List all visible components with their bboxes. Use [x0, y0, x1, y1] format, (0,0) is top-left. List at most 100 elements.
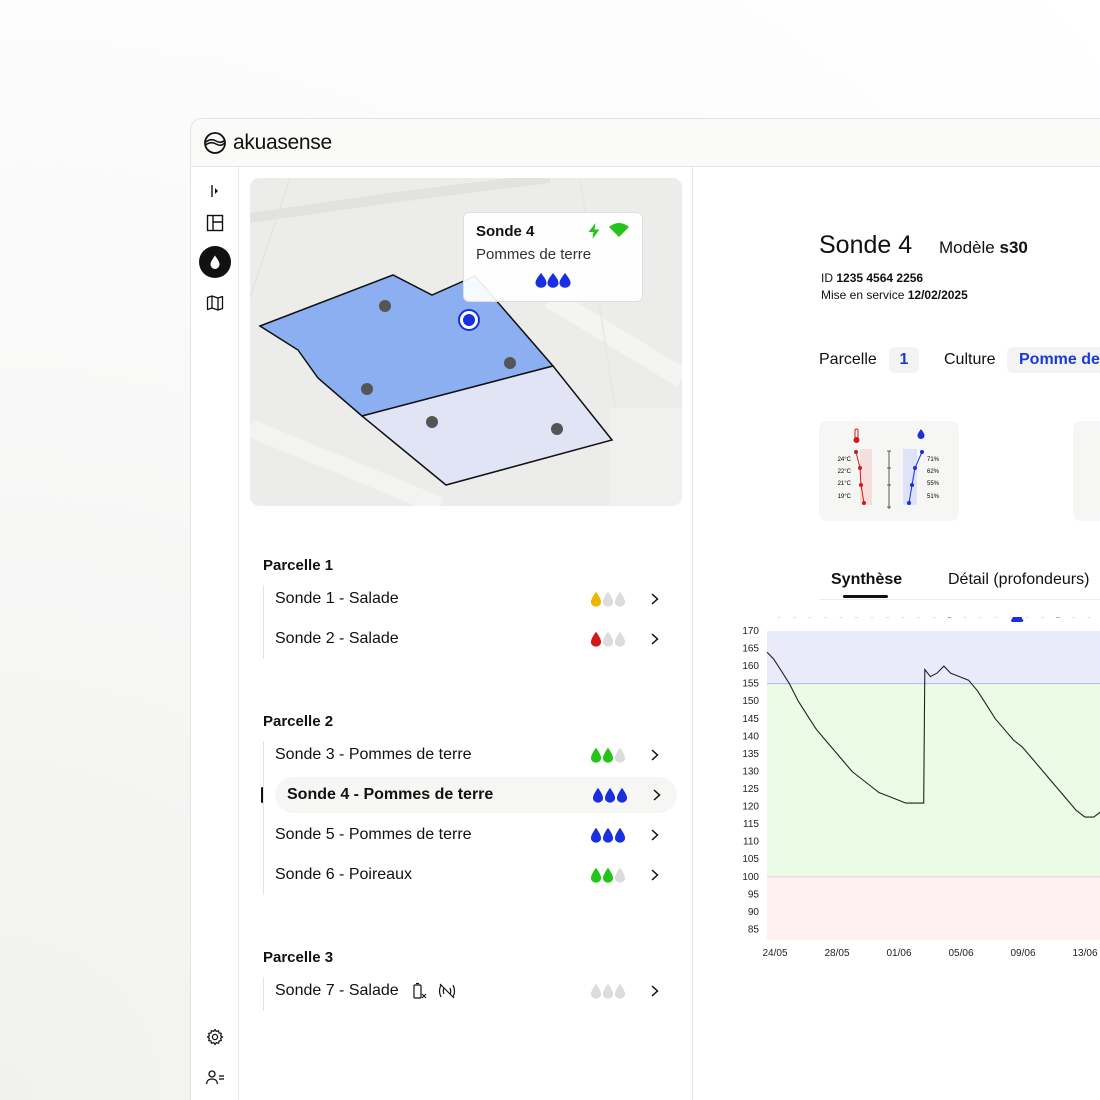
moisture-level-icon — [592, 786, 628, 804]
weather-dot — [823, 617, 828, 618]
x-tick-label: 01/06 — [886, 948, 911, 959]
probe-label: Sonde 7 - Salade — [275, 982, 399, 999]
moisture-series-line — [766, 651, 1100, 818]
user-manage-icon — [205, 1070, 224, 1085]
water-drop-icon — [210, 255, 220, 269]
threshold-band — [767, 631, 1100, 684]
weather-dot — [993, 617, 999, 618]
chevron-right-icon — [651, 633, 659, 645]
depth-profile-card[interactable]: 24°C 22°C 21°C 19°C 71% 62% 55% 51% — [819, 421, 959, 521]
x-tick-label: 13/06 — [1072, 948, 1097, 959]
weather-dot — [1055, 617, 1061, 618]
weather-dot — [947, 617, 952, 618]
settings-button[interactable] — [199, 1021, 231, 1053]
chevron-right-icon — [651, 593, 659, 605]
temperature-profile-line — [855, 451, 865, 504]
humidity-label: 55% — [927, 481, 940, 487]
moisture-level-icon — [590, 746, 626, 764]
parcel-map[interactable]: Sonde 4 Pommes de terre — [250, 178, 682, 506]
weather-dot — [1071, 617, 1076, 618]
y-tick-label: 120 — [742, 802, 759, 813]
temp-label: 22°C — [838, 469, 852, 475]
probe-list-item[interactable]: Sonde 2 - Salade — [275, 621, 675, 657]
y-tick-label: 150 — [742, 696, 759, 707]
y-tick-label: 105 — [742, 854, 759, 865]
y-tick-label: 130 — [742, 766, 759, 777]
temp-label: 21°C — [838, 481, 852, 487]
y-tick-label: 155 — [742, 679, 759, 690]
probe-title: Sonde 4 — [819, 231, 913, 259]
no-signal-icon — [438, 983, 455, 999]
probe-detail-panel: Sonde 4 Modèle s30 ID 1235 4564 2256 Mis… — [693, 167, 1100, 1100]
culture-value[interactable]: Pomme de terre — [1007, 347, 1100, 373]
secondary-card[interactable] — [1073, 421, 1100, 521]
probe-list-item[interactable]: Sonde 3 - Pommes de terre — [275, 737, 675, 773]
battery-off-icon — [413, 982, 427, 999]
service-label: Mise en service — [821, 288, 905, 302]
users-button[interactable] — [199, 1061, 231, 1093]
probe-marker[interactable] — [504, 357, 516, 369]
model-label: Modèle — [939, 238, 995, 257]
probe-list-item[interactable]: Sonde 6 - Poireaux — [275, 857, 675, 893]
y-tick-label: 90 — [748, 907, 760, 918]
probe-list-item[interactable]: Sonde 7 - Salade — [275, 973, 675, 1009]
popup-moisture-drops — [534, 272, 574, 293]
parcel-label: Parcelle — [819, 351, 877, 368]
probe-marker[interactable] — [426, 416, 438, 428]
parcel-value[interactable]: 1 — [889, 347, 919, 373]
moisture-chart[interactable]: 170 165 160 155 150 145 140 135 130 125 120 115 110 1… — [721, 617, 1100, 1007]
probe-marker[interactable] — [379, 300, 391, 312]
chevron-right-icon — [651, 985, 659, 997]
probe-label: Sonde 6 - Poireaux — [275, 866, 412, 883]
brand-logo[interactable]: akuasense — [203, 131, 332, 155]
threshold-band — [767, 876, 1100, 940]
humidity-label: 62% — [927, 469, 940, 475]
y-tick-label: 115 — [743, 819, 759, 830]
chevron-right-icon — [653, 789, 661, 801]
parcel-group-line — [263, 977, 264, 1011]
sidebar-item-probes[interactable] — [199, 246, 231, 278]
chevron-right-icon — [651, 749, 659, 761]
humidity-label: 71% — [927, 457, 940, 463]
popup-title: Sonde 4 — [476, 223, 535, 240]
probe-label: Sonde 5 - Pommes de terre — [275, 826, 472, 843]
probe-list-item[interactable]: Sonde 4 - Pommes de terre — [275, 777, 677, 813]
probe-list-item[interactable]: Sonde 5 - Pommes de terre — [275, 817, 675, 853]
x-tick-label: 24/05 — [762, 948, 787, 959]
y-tick-label: 125 — [742, 784, 759, 795]
weather-dot — [1024, 617, 1030, 618]
popup-subtitle: Pommes de terre — [476, 246, 592, 263]
parcel-group-line — [263, 741, 264, 895]
weather-dot — [916, 617, 921, 618]
x-tick-label: 28/05 — [824, 948, 849, 959]
y-tick-label: 140 — [742, 731, 759, 742]
parcel-2-shape[interactable] — [360, 365, 614, 486]
temp-label: 24°C — [838, 457, 852, 463]
weather-dot — [978, 617, 983, 618]
y-tick-label: 145 — [742, 714, 759, 725]
id-label: ID — [821, 271, 833, 285]
sidebar-toggle-icon — [211, 185, 218, 197]
sidebar-item-dashboard[interactable] — [199, 207, 231, 239]
moisture-level-icon — [590, 982, 626, 1000]
probe-marker[interactable] — [551, 423, 563, 435]
probe-list-item[interactable]: Sonde 1 - Salade — [275, 581, 675, 617]
brand-name: akuasense — [233, 130, 332, 154]
weather-dot — [931, 617, 937, 618]
y-tick-label: 170 — [742, 626, 759, 637]
tab-detail-profondeurs[interactable]: Détail (profondeurs) — [948, 571, 1090, 588]
y-tick-label: 95 — [748, 889, 760, 900]
probe-label: Sonde 1 - Salade — [275, 590, 399, 607]
tab-synthese[interactable]: Synthèse — [831, 571, 903, 588]
moisture-level-icon — [590, 826, 626, 844]
probe-marker[interactable] — [361, 383, 373, 395]
culture-label: Culture — [944, 351, 996, 368]
weather-dot — [807, 617, 813, 618]
selected-item-marker — [261, 787, 264, 803]
sidebar-toggle-button[interactable] — [199, 175, 231, 207]
service-value: 12/02/2025 — [907, 288, 968, 302]
thermometer-icon — [853, 428, 860, 443]
wifi-icon — [609, 223, 629, 237]
sidebar-item-map[interactable] — [199, 287, 231, 319]
moisture-level-icon — [590, 590, 626, 608]
